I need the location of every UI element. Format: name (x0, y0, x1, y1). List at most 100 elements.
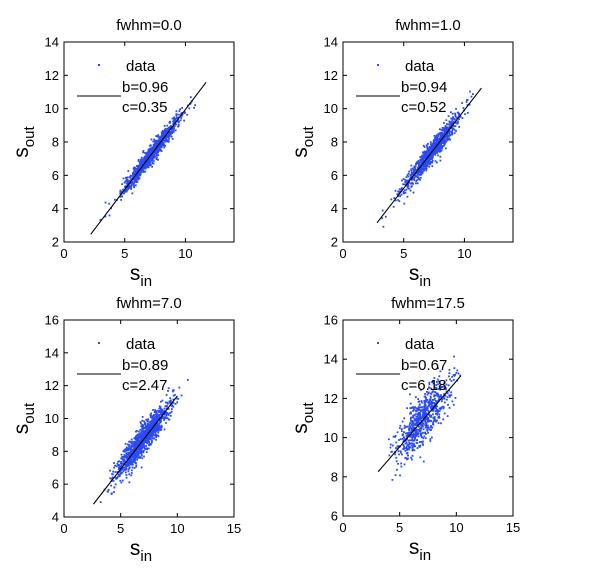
data-point (136, 439, 139, 442)
data-point (450, 121, 453, 124)
data-point (170, 135, 173, 138)
data-point (412, 183, 414, 185)
data-point (108, 202, 111, 205)
data-point (133, 437, 136, 440)
data-point (160, 141, 163, 144)
data-point (152, 149, 155, 152)
data-point (128, 466, 131, 469)
data-point (425, 397, 427, 400)
data-point (414, 409, 417, 412)
data-point (121, 468, 124, 471)
data-point (155, 438, 157, 441)
data-point (117, 464, 120, 466)
data-point (442, 129, 444, 132)
data-point (454, 112, 456, 115)
data-point (404, 191, 407, 194)
data-point (422, 157, 424, 160)
data-point (432, 144, 435, 147)
data-point (427, 418, 430, 421)
data-point (413, 429, 416, 432)
data-point (425, 167, 428, 170)
data-point (145, 438, 148, 441)
data-point (426, 419, 429, 422)
x-tick-label: 0 (339, 246, 346, 261)
data-point (461, 117, 464, 120)
data-point (421, 421, 424, 424)
data-point (171, 138, 174, 140)
data-point (417, 160, 420, 162)
axes-frame (342, 319, 514, 517)
data-point (409, 446, 411, 449)
data-point (141, 425, 144, 428)
data-point (148, 144, 151, 147)
data-point (180, 112, 183, 115)
data-point (427, 401, 429, 404)
data-point (408, 448, 410, 451)
data-point (160, 413, 163, 416)
data-point (121, 183, 123, 186)
data-point (171, 405, 174, 407)
data-point (163, 410, 165, 412)
data-point (411, 172, 414, 175)
data-point (431, 399, 434, 401)
data-point (420, 434, 422, 437)
data-point (124, 469, 127, 471)
data-point (113, 486, 116, 489)
data-point (142, 431, 145, 434)
data-point (134, 437, 137, 440)
data-point (446, 131, 449, 134)
data-point (405, 445, 408, 448)
data-point (431, 161, 433, 164)
data-point (156, 140, 159, 143)
data-point (146, 428, 149, 431)
data-point (127, 463, 130, 466)
data-point (156, 152, 158, 155)
data-point (169, 132, 172, 135)
data-point (442, 132, 444, 135)
data-point (420, 168, 422, 171)
data-point (154, 434, 157, 437)
data-point (119, 479, 122, 482)
data-point (429, 438, 432, 440)
data-point (132, 175, 135, 177)
data-point (401, 433, 404, 436)
data-point (129, 462, 132, 465)
data-point (135, 439, 138, 441)
data-point (407, 446, 410, 448)
data-point (426, 393, 429, 396)
data-point (172, 389, 175, 392)
data-point (438, 128, 441, 131)
fit-line (377, 375, 462, 473)
data-point (448, 134, 450, 137)
y-tick-label: 4 (52, 201, 59, 216)
data-point (423, 413, 425, 416)
data-point (414, 169, 417, 171)
data-point (440, 400, 443, 403)
data-point (437, 388, 440, 390)
data-point (111, 473, 114, 476)
data-point (411, 182, 413, 185)
data-point (417, 433, 420, 436)
data-point (422, 160, 425, 162)
data-point (419, 432, 422, 435)
data-point (403, 437, 406, 440)
data-point (164, 140, 167, 143)
data-point (442, 407, 445, 410)
data-point (136, 429, 138, 432)
data-point (442, 418, 445, 421)
data-point (443, 397, 446, 400)
legend-fit-b: b=0.96 (122, 79, 168, 96)
data-point (444, 135, 447, 138)
data-point (437, 144, 440, 147)
data-point (180, 117, 183, 119)
data-point (428, 413, 431, 416)
data-point (138, 456, 141, 459)
data-point (162, 130, 164, 133)
data-point (166, 124, 169, 127)
data-point (143, 441, 146, 443)
data-point (125, 466, 127, 469)
data-point (169, 125, 172, 128)
data-point (415, 163, 418, 165)
